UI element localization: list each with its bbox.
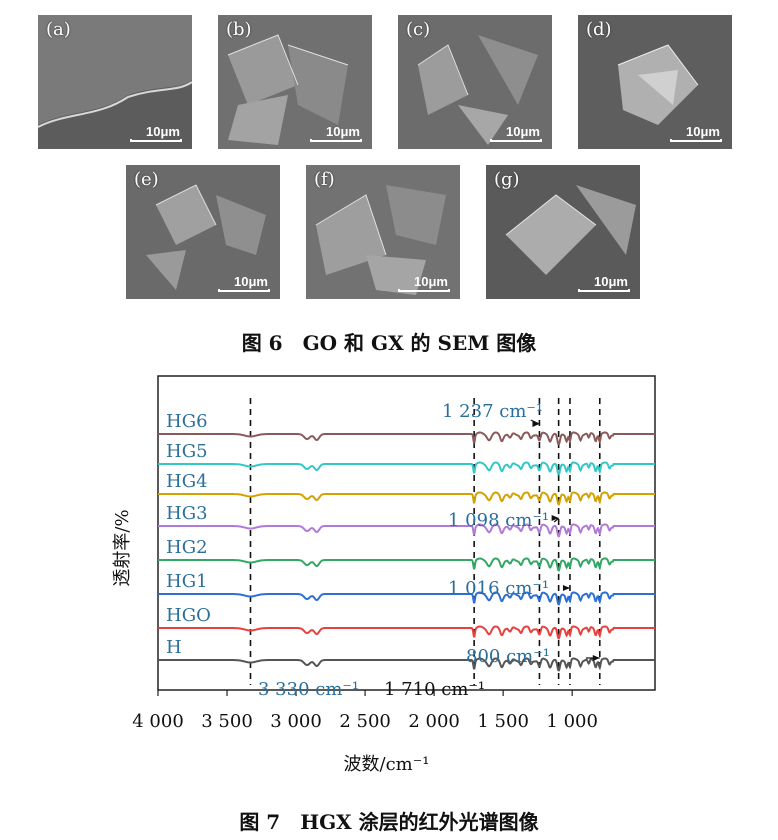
sem-image-g: [486, 165, 640, 299]
x-tick-label: 4 000: [132, 711, 184, 732]
sem-panel-d: (d) 10μm: [578, 15, 732, 149]
spectrum-line-hg3: [158, 523, 655, 538]
series-label: HG5: [166, 441, 208, 462]
scale-bar-label: 10μm: [506, 124, 540, 139]
series-label: HG4: [166, 471, 208, 492]
series-label: H: [166, 637, 182, 658]
y-axis-label: 透射率/%: [112, 509, 133, 586]
scale-bar-label: 10μm: [594, 274, 628, 289]
plot-frame: [157, 375, 656, 691]
sem-image-b: [218, 15, 372, 149]
annotation-arrowhead: [562, 585, 570, 591]
sem-panel-f: (f) 10μm: [306, 165, 460, 299]
sem-panel-label: (c): [406, 19, 431, 40]
x-tick-label: 3 500: [201, 711, 253, 732]
ir-spectrum-chart: 4 000 3 500 3 000 2 500 2 000 1 500 1 000 波数/cm…: [112, 375, 656, 775]
annotation-arrowhead: [551, 515, 559, 521]
sem-panel-b: (b) 10μm: [218, 15, 372, 149]
x-tick-label: 2 000: [408, 711, 460, 732]
scale-bar-label: 10μm: [414, 274, 448, 289]
sem-image-a: [38, 15, 192, 149]
sem-panel-c: (c) 10μm: [398, 15, 552, 149]
spectrum-line-hg5: [158, 461, 655, 476]
series-label: HGO: [166, 605, 211, 626]
series-label: HG6: [166, 411, 208, 432]
sem-panel-label: (d): [586, 19, 612, 40]
spectrum-line-hg2: [158, 557, 655, 572]
scale-bar: [490, 139, 542, 142]
x-tick-label: 2 500: [339, 711, 391, 732]
x-tick-label: 3 000: [270, 711, 322, 732]
x-axis-label: 波数/cm⁻¹: [344, 754, 430, 775]
spectrum-line-hg6: [158, 431, 655, 446]
annotation-label: 1 237 cm⁻¹: [442, 401, 543, 422]
annotation-arrow: [553, 517, 560, 523]
sem-image-f: [306, 165, 460, 299]
sem-panel-label: (g): [494, 169, 520, 190]
sem-panel-label: (f): [314, 169, 335, 190]
annotation-arrow: [530, 419, 540, 425]
annotation-label: 1 710 cm⁻¹: [384, 679, 485, 700]
spectrum-line-hgo: [158, 625, 655, 640]
scale-bar: [670, 139, 722, 142]
series-label: HG3: [166, 503, 208, 524]
annotation-label: 800 cm⁻¹: [466, 646, 550, 667]
annotation-arrowhead: [592, 655, 600, 661]
sem-panel-label: (e): [134, 169, 159, 190]
figure7-caption: 图 7 HGX 涂层的红外光谱图像: [239, 810, 539, 834]
series-label: HG2: [166, 537, 208, 558]
figure6-caption: 图 6 GO 和 GX 的 SEM 图像: [241, 331, 537, 355]
spectrum-line-hg1: [158, 591, 655, 606]
sem-panel-g: (g) 10μm: [486, 165, 640, 299]
annotation-arrowhead: [532, 421, 540, 427]
scale-bar: [218, 289, 270, 292]
scale-bar: [398, 289, 450, 292]
spectrum-line-hg4: [158, 491, 655, 506]
sem-image-c: [398, 15, 552, 149]
sem-panel-label: (b): [226, 19, 252, 40]
sem-panel-e: (e) 10μm: [126, 165, 280, 299]
annotation-label: 1 098 cm⁻¹: [448, 510, 549, 531]
sem-panel-a: (a) 10μm: [38, 15, 192, 149]
spectrum-line-h: [158, 657, 655, 672]
scale-bar: [130, 139, 182, 142]
x-tick-label: 1 500: [477, 711, 529, 732]
sem-image-d: [578, 15, 732, 149]
x-tick-label: 1 000: [546, 711, 598, 732]
scale-bar-label: 10μm: [686, 124, 720, 139]
scale-bar: [578, 289, 630, 292]
scale-bar-label: 10μm: [146, 124, 180, 139]
sem-image-e: [126, 165, 280, 299]
annotation-label: 3 330 cm⁻¹: [258, 679, 359, 700]
scale-bar-label: 10μm: [234, 274, 268, 289]
sem-panel-label: (a): [46, 19, 71, 40]
scale-bar-label: 10μm: [326, 124, 360, 139]
scale-bar: [310, 139, 362, 142]
annotation-label: 1 016 cm⁻¹: [448, 578, 549, 599]
series-label: HG1: [166, 571, 208, 592]
